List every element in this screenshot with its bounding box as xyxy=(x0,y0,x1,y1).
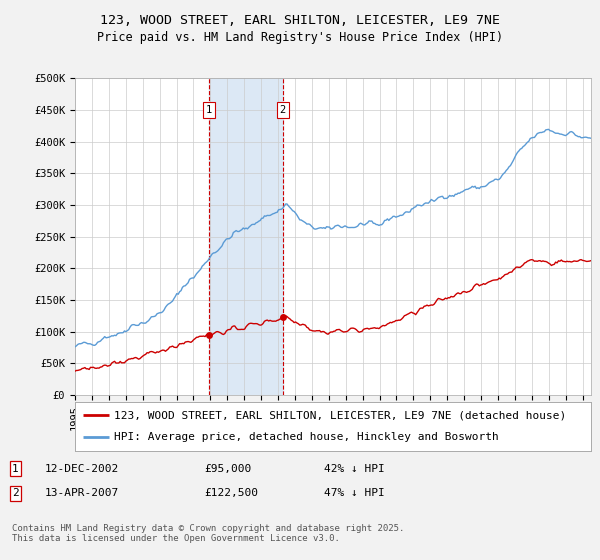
Text: £95,000: £95,000 xyxy=(204,464,251,474)
Text: 13-APR-2007: 13-APR-2007 xyxy=(45,488,119,498)
Text: 42% ↓ HPI: 42% ↓ HPI xyxy=(324,464,385,474)
Text: 47% ↓ HPI: 47% ↓ HPI xyxy=(324,488,385,498)
Text: 2: 2 xyxy=(12,488,19,498)
Text: 1: 1 xyxy=(12,464,19,474)
Text: £122,500: £122,500 xyxy=(204,488,258,498)
Text: 2: 2 xyxy=(280,105,286,115)
Text: Contains HM Land Registry data © Crown copyright and database right 2025.
This d: Contains HM Land Registry data © Crown c… xyxy=(12,524,404,543)
Text: HPI: Average price, detached house, Hinckley and Bosworth: HPI: Average price, detached house, Hinc… xyxy=(114,432,499,442)
Text: 123, WOOD STREET, EARL SHILTON, LEICESTER, LE9 7NE (detached house): 123, WOOD STREET, EARL SHILTON, LEICESTE… xyxy=(114,410,566,421)
Text: 12-DEC-2002: 12-DEC-2002 xyxy=(45,464,119,474)
Text: Price paid vs. HM Land Registry's House Price Index (HPI): Price paid vs. HM Land Registry's House … xyxy=(97,31,503,44)
Text: 123, WOOD STREET, EARL SHILTON, LEICESTER, LE9 7NE: 123, WOOD STREET, EARL SHILTON, LEICESTE… xyxy=(100,14,500,27)
Bar xyxy=(209,78,283,395)
Text: 1: 1 xyxy=(206,105,212,115)
